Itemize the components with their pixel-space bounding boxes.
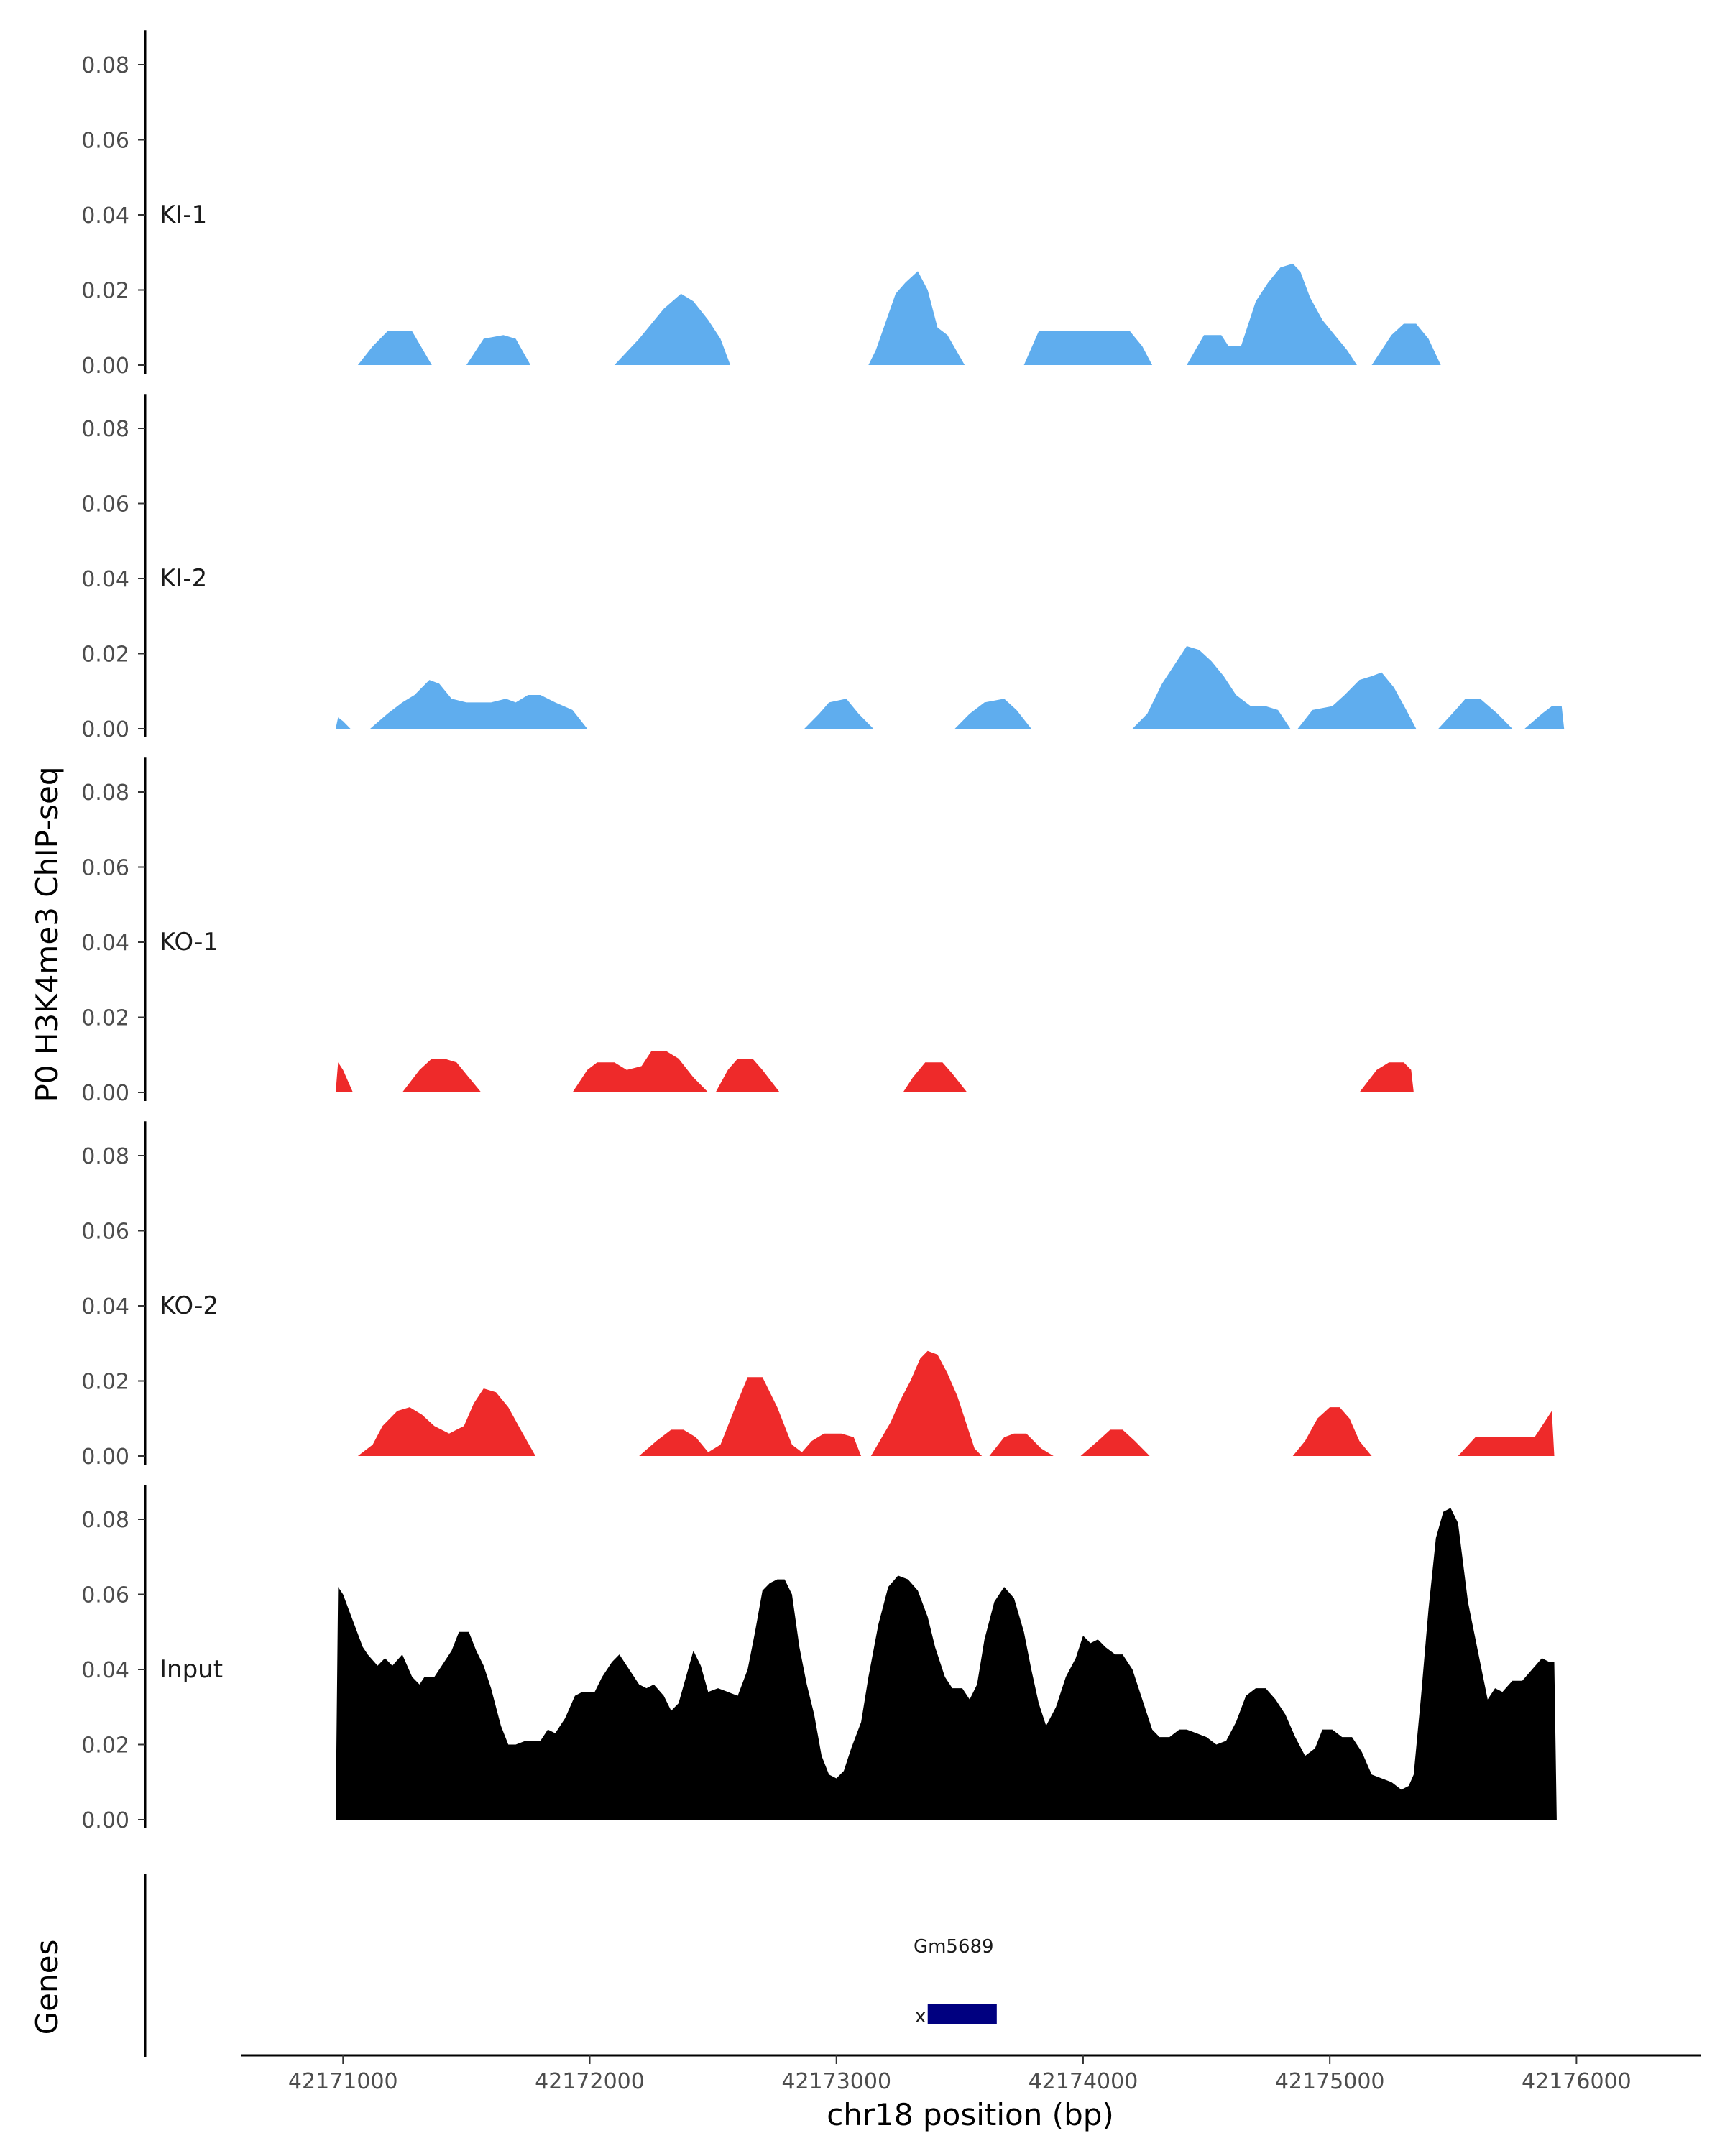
y-tick-label: 0.00 (81, 1445, 129, 1470)
x-axis: 42171000 42172000 42173000 42174000 42175000… (242, 2054, 1701, 2094)
signal-area (357, 1350, 1555, 1456)
y-tick-label: 0.06 (81, 856, 129, 881)
y-tick-label: 0.08 (81, 417, 129, 442)
x-tick-label: 42174000 (1029, 2069, 1138, 2094)
signal-area (336, 646, 1565, 729)
track-ko-2: 0.00 0.02 0.04 0.06 0.08 KO-2 (81, 1121, 1555, 1470)
x-tick-label: 42175000 (1275, 2069, 1385, 2094)
y-axis-title: P0 H3K4me3 ChIP-seq (29, 766, 65, 1102)
gene-label: Gm5689 (914, 1936, 994, 1958)
genes-track: x Gm5689 (144, 1874, 997, 2057)
x-axis-title: chr18 position (bp) (827, 2097, 1114, 2132)
track-ki-1: 0.00 0.02 0.04 0.06 0.08 KI-1 (81, 30, 1441, 379)
y-tick-label: 0.00 (81, 717, 129, 742)
track-label: KO-2 (160, 1291, 218, 1320)
x-tick-label: 42173000 (781, 2069, 891, 2094)
genes-axis-title: Genes (29, 1940, 65, 2035)
y-tick-label: 0.08 (81, 53, 129, 78)
signal-area (336, 1508, 1557, 1820)
y-tick-label: 0.04 (81, 1658, 129, 1683)
y-tick-label: 0.02 (81, 642, 129, 668)
x-tick-label: 42171000 (288, 2069, 398, 2094)
track-ki-2: 0.00 0.02 0.04 0.06 0.08 KI-2 (81, 394, 1565, 742)
track-label: Input (160, 1655, 223, 1684)
y-tick-label: 0.06 (81, 129, 129, 154)
track-label: KI-2 (160, 564, 207, 593)
track-input: 0.00 0.02 0.04 0.06 0.08 Input (81, 1485, 1557, 1833)
y-tick-label: 0.02 (81, 279, 129, 304)
gene-body (927, 2004, 997, 2024)
y-tick-label: 0.06 (81, 1583, 129, 1608)
y-tick-label: 0.04 (81, 931, 129, 956)
y-tick-label: 0.00 (81, 1808, 129, 1833)
signal-area (357, 263, 1441, 365)
gene-strand-marker: x (915, 2006, 926, 2027)
signal-area (336, 1051, 1414, 1092)
y-tick-label: 0.08 (81, 780, 129, 806)
track-label: KO-1 (160, 928, 218, 957)
y-tick-label: 0.02 (81, 1733, 129, 1759)
y-tick-label: 0.08 (81, 1144, 129, 1169)
x-tick-label: 42172000 (535, 2069, 645, 2094)
track-ko-1: 0.00 0.02 0.04 0.06 0.08 KO-1 (81, 757, 1414, 1106)
y-tick-label: 0.00 (81, 354, 129, 379)
y-tick-label: 0.02 (81, 1006, 129, 1031)
x-tick-label: 42176000 (1522, 2069, 1632, 2094)
y-tick-label: 0.08 (81, 1508, 129, 1533)
track-label: KI-1 (160, 201, 207, 229)
tracks-group: 0.00 0.02 0.04 0.06 0.08 KI-1 0.00 0.02 0.04 0.06… (81, 30, 1565, 1833)
y-tick-label: 0.04 (81, 203, 129, 229)
y-tick-label: 0.04 (81, 1294, 129, 1319)
y-tick-label: 0.04 (81, 567, 129, 592)
y-tick-label: 0.06 (81, 1220, 129, 1245)
y-tick-label: 0.02 (81, 1370, 129, 1395)
y-tick-label: 0.00 (81, 1081, 129, 1106)
y-tick-label: 0.06 (81, 492, 129, 517)
